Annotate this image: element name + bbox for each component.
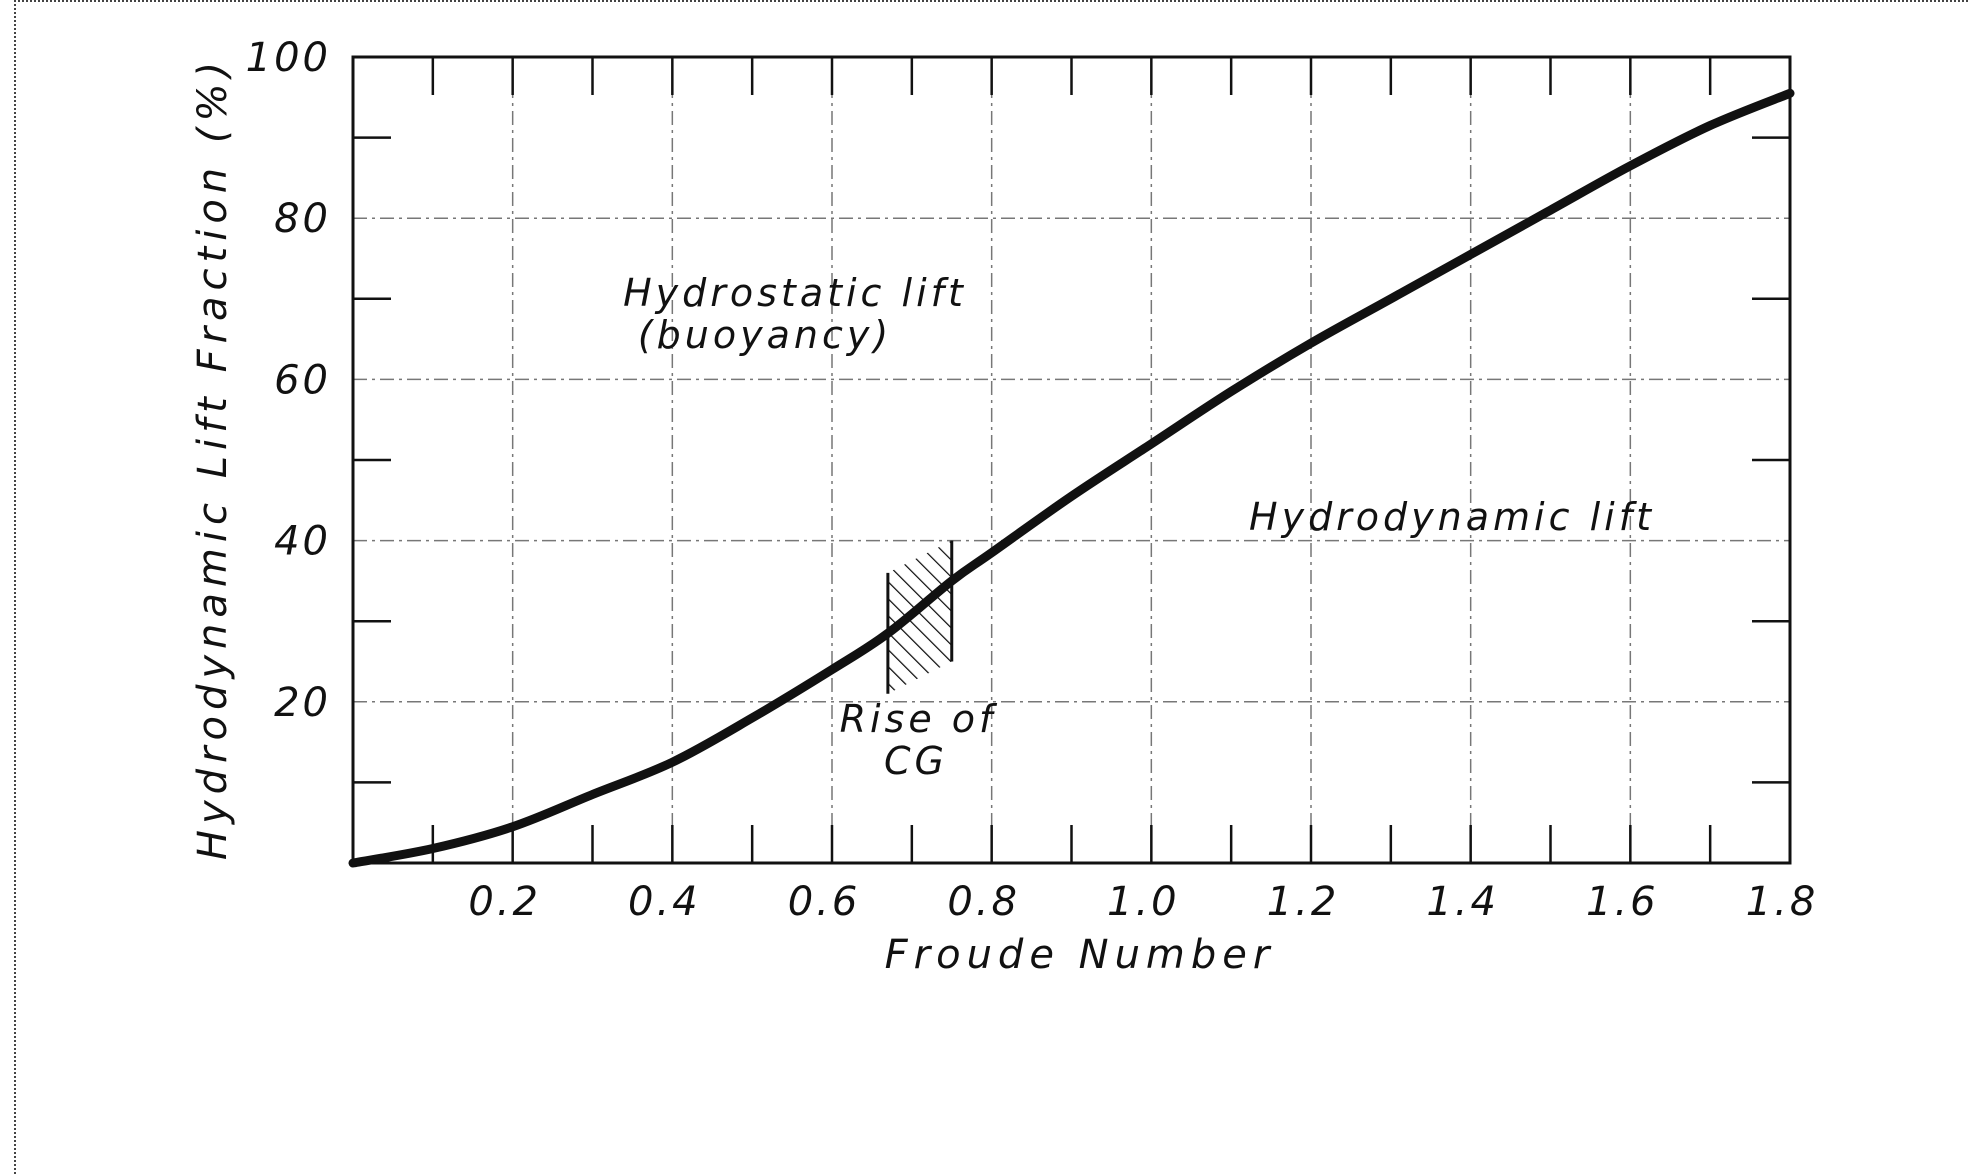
rise-of-cg-region [887, 540, 952, 694]
x-tick-label: 1.8 [1746, 879, 1819, 925]
figure-frame [14, 0, 1968, 1174]
x-tick-label: 1.4 [1426, 879, 1499, 925]
axis-ticks [353, 57, 1792, 863]
x-tick-label: 1.6 [1586, 879, 1659, 925]
x-tick-label: 0.8 [947, 879, 1020, 925]
x-tick-label: 1.2 [1267, 879, 1340, 925]
x-tick-label: 0.2 [468, 879, 541, 925]
y-tick-label: 40 [274, 519, 331, 565]
annotation-rise-of: Rise of [840, 697, 998, 741]
y-tick-label: 20 [274, 680, 331, 726]
annotation-cg: CG [884, 739, 948, 783]
y-axis-title: Hydrodynamic Lift Fraction (%) [190, 56, 236, 860]
annotation-buoyancy: (buoyancy) [638, 313, 892, 357]
y-tick-labels: 20 40 60 80 100 [246, 35, 331, 726]
x-tick-labels: 0.2 0.4 0.6 0.8 1.0 1.2 1.4 1.6 1.8 [468, 879, 1819, 925]
x-tick-label: 1.0 [1107, 879, 1180, 925]
annotation-hydrodynamic-lift: Hydrodynamic lift [1249, 495, 1655, 539]
y-tick-label: 100 [246, 35, 331, 81]
x-axis-title: Froude Number [885, 932, 1276, 978]
plot-area [351, 55, 1792, 865]
x-tick-label: 0.6 [788, 879, 861, 925]
y-tick-label: 80 [274, 196, 331, 242]
annotation-hydrostatic-lift: Hydrostatic lift [623, 271, 967, 315]
grid-lines [353, 57, 1790, 863]
x-tick-label: 0.4 [628, 879, 701, 925]
lift-fraction-curve [348, 88, 1795, 868]
y-tick-label: 60 [274, 357, 331, 403]
